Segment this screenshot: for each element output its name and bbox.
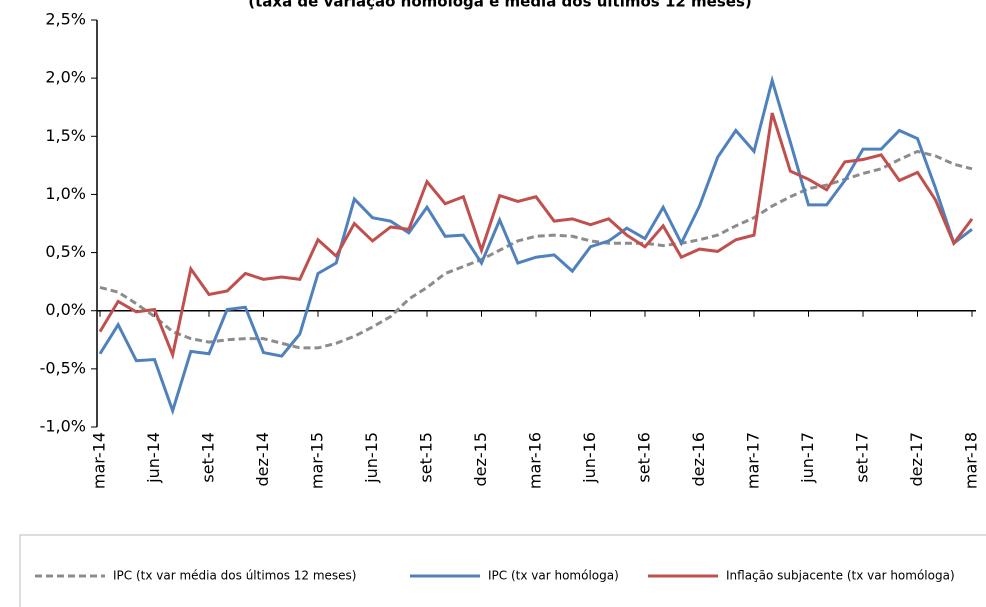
y-tick-label: 0,5% bbox=[45, 242, 86, 261]
x-tick-label: jun-15 bbox=[362, 432, 381, 484]
x-tick-label: jun-17 bbox=[798, 432, 817, 484]
x-tick-label: mar-15 bbox=[308, 432, 327, 489]
series-line bbox=[98, 74, 973, 416]
y-tick-label: 1,0% bbox=[45, 184, 86, 203]
legend-box bbox=[19, 534, 986, 607]
y-tick-label: -1,0% bbox=[40, 417, 86, 436]
x-tick-label: mar-18 bbox=[962, 432, 981, 489]
series-line bbox=[98, 112, 974, 361]
x-tick-label: set-17 bbox=[853, 432, 872, 483]
x-tick-label: jun-14 bbox=[144, 432, 163, 484]
x-tick-label: set-16 bbox=[635, 432, 654, 483]
y-tick-label: -0,5% bbox=[40, 358, 86, 377]
x-tick-label: dez-17 bbox=[907, 432, 926, 487]
x-tick-label: dez-14 bbox=[253, 432, 272, 487]
x-tick-label: dez-16 bbox=[689, 432, 708, 487]
x-tick-label: mar-14 bbox=[90, 432, 109, 489]
y-tick-label: 2,5% bbox=[45, 10, 86, 29]
y-tick-label: 0,0% bbox=[45, 300, 86, 319]
x-tick-label: jun-16 bbox=[580, 432, 599, 484]
y-tick-label: 1,5% bbox=[45, 126, 86, 145]
x-tick-label: set-14 bbox=[199, 432, 218, 483]
legend-label: IPC (tx var homóloga) bbox=[488, 569, 619, 583]
x-tick-label: mar-17 bbox=[744, 432, 763, 489]
x-tick-label: dez-15 bbox=[471, 432, 490, 487]
x-tick-label: mar-16 bbox=[526, 432, 545, 489]
chart-subtitle: (taxa de variação homóloga e média dos ú… bbox=[248, 0, 751, 11]
x-tick-label: set-15 bbox=[417, 432, 436, 483]
legend-label: Inflação subjacente (tx var homóloga) bbox=[726, 569, 955, 583]
series-line bbox=[99, 149, 973, 350]
y-tick-label: 2,0% bbox=[45, 68, 86, 87]
legend-label: IPC (tx var média dos últimos 12 meses) bbox=[113, 569, 357, 583]
